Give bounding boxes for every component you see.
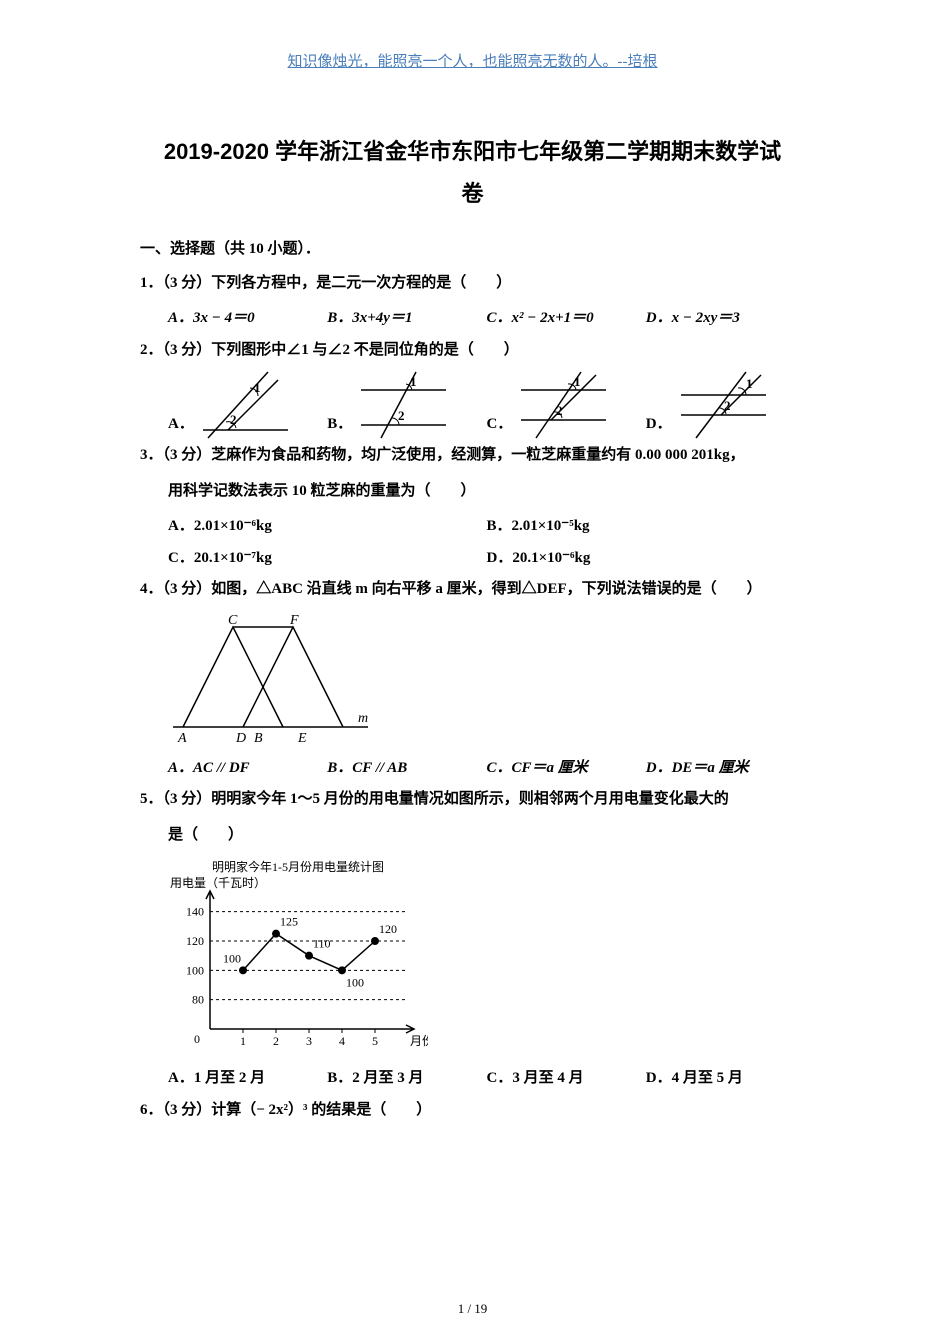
svg-text:C: C <box>228 613 238 628</box>
q3-opt-b: B．2.01×10⁻⁵kg <box>487 511 806 543</box>
q3-opt-c: C．20.1×10⁻⁷kg <box>168 543 487 575</box>
q3-stem2: 用科学记数法表示 10 粒芝麻的重量为（ ） <box>140 476 805 508</box>
svg-text:B: B <box>254 731 263 746</box>
svg-text:月份: 月份 <box>410 1034 428 1048</box>
svg-text:A: A <box>177 731 187 746</box>
q2-opt-d: D． 1 2 <box>646 370 805 440</box>
q2-opt-c: C． 1 2 <box>487 370 646 440</box>
svg-text:100: 100 <box>223 951 241 965</box>
q4-opt-d: D．DE＝a 厘米 <box>646 753 805 785</box>
header-quote: 知识像烛光，能照亮一个人，也能照亮无数的人。--培根 <box>140 50 805 71</box>
q3-opt-d: D．20.1×10⁻⁶kg <box>487 543 806 575</box>
q2-figure-b: 1 2 <box>356 370 451 440</box>
q2-stem: 2．（3 分）下列图形中∠1 与∠2 不是同位角的是（ ） <box>140 335 805 367</box>
q2-options: A． 1 2 B． 1 <box>140 370 805 440</box>
q5-line-chart: 明明家今年1-5月份用电量统计图用电量（千瓦时） 80 100 120 140 0 1 2 3 4… <box>168 857 428 1057</box>
q5-options: A．1 月至 2 月 B．2 月至 3 月 C．3 月至 4 月 D．4 月至 … <box>140 1063 805 1095</box>
q2-figure-a: 1 2 <box>198 370 293 440</box>
q3-stem1: 3．（3 分）芝麻作为食品和药物，均广泛使用，经测算，一粒芝麻重量约有 0.00… <box>140 440 805 472</box>
svg-text:用电量（千瓦时）: 用电量（千瓦时） <box>170 876 266 890</box>
svg-text:1: 1 <box>746 376 753 391</box>
q5-chart-wrap: 明明家今年1-5月份用电量统计图用电量（千瓦时） 80 100 120 140 0 1 2 3 4… <box>140 857 805 1057</box>
svg-text:F: F <box>289 613 299 628</box>
q1-opt-c: C．x² − 2x+1＝0 <box>487 303 646 335</box>
svg-text:m: m <box>358 711 368 726</box>
svg-text:明明家今年1-5月份用电量统计图: 明明家今年1-5月份用电量统计图 <box>212 859 384 874</box>
svg-text:125: 125 <box>280 915 298 929</box>
q3-options-row2: C．20.1×10⁻⁷kg D．20.1×10⁻⁶kg <box>140 543 805 575</box>
q5-opt-b: B．2 月至 3 月 <box>327 1063 486 1095</box>
svg-text:2: 2 <box>230 412 237 427</box>
svg-text:E: E <box>297 731 307 746</box>
page-title: 2019-2020 学年浙江省金华市东阳市七年级第二学期期末数学试 卷 <box>140 131 805 215</box>
title-line2: 卷 <box>140 173 805 215</box>
q1-opt-a: A．3x − 4＝0 <box>168 303 327 335</box>
svg-text:0: 0 <box>194 1032 200 1046</box>
svg-text:2: 2 <box>398 408 405 423</box>
svg-text:100: 100 <box>186 963 204 977</box>
exam-page: 知识像烛光，能照亮一个人，也能照亮无数的人。--培根 2019-2020 学年浙… <box>0 0 945 1337</box>
q2-figure-c: 1 2 <box>516 370 611 440</box>
svg-text:120: 120 <box>379 922 397 936</box>
q5-stem2: 是（ ） <box>140 820 805 852</box>
svg-text:4: 4 <box>339 1034 345 1048</box>
q4-stem: 4．（3 分）如图，△ABC 沿直线 m 向右平移 a 厘米，得到△DEF，下列… <box>140 574 805 606</box>
svg-text:120: 120 <box>186 934 204 948</box>
q5-opt-d: D．4 月至 5 月 <box>646 1063 805 1095</box>
svg-text:3: 3 <box>306 1034 312 1048</box>
svg-text:80: 80 <box>192 993 204 1007</box>
q4-opt-c: C．CF＝a 厘米 <box>487 753 646 785</box>
page-number: 1 / 19 <box>0 1301 945 1317</box>
q6-stem: 6．（3 分）计算（− 2x²）³ 的结果是（ ） <box>140 1095 805 1127</box>
q4-options: A．AC // DF B．CF // AB C．CF＝a 厘米 D．DE＝a 厘… <box>140 753 805 785</box>
q2-opt-b: B． 1 2 <box>327 370 486 440</box>
q5-stem1: 5．（3 分）明明家今年 1～5 月份的用电量情况如图所示，则相邻两个月用电量变… <box>140 784 805 816</box>
q1-options: A．3x − 4＝0 B．3x+4y＝1 C．x² − 2x+1＝0 D．x −… <box>140 303 805 335</box>
q4-figure: C F A D B E m <box>140 612 805 747</box>
svg-text:110: 110 <box>313 937 331 951</box>
svg-text:140: 140 <box>186 905 204 919</box>
q4-opt-b: B．CF // AB <box>327 753 486 785</box>
svg-text:1: 1 <box>240 1034 246 1048</box>
q1-opt-b: B．3x+4y＝1 <box>327 303 486 335</box>
svg-text:100: 100 <box>346 975 364 989</box>
svg-text:5: 5 <box>372 1034 378 1048</box>
section-header: 一、选择题（共 10 小题）． <box>140 237 805 258</box>
q4-opt-a: A．AC // DF <box>168 753 327 785</box>
q1-opt-d: D．x − 2xy＝3 <box>646 303 805 335</box>
q3-opt-a: A．2.01×10⁻⁶kg <box>168 511 487 543</box>
q3-options-row1: A．2.01×10⁻⁶kg B．2.01×10⁻⁵kg <box>140 511 805 543</box>
title-line1: 2019-2020 学年浙江省金华市东阳市七年级第二学期期末数学试 <box>140 131 805 173</box>
q1-stem: 1．（3 分）下列各方程中，是二元一次方程的是（ ） <box>140 268 805 300</box>
q4-triangle-diagram: C F A D B E m <box>168 612 378 747</box>
q5-opt-a: A．1 月至 2 月 <box>168 1063 327 1095</box>
q2-figure-d: 1 2 <box>676 370 771 440</box>
q2-opt-a: A． 1 2 <box>168 370 327 440</box>
svg-text:D: D <box>235 731 246 746</box>
svg-text:2: 2 <box>273 1034 279 1048</box>
q5-opt-c: C．3 月至 4 月 <box>487 1063 646 1095</box>
